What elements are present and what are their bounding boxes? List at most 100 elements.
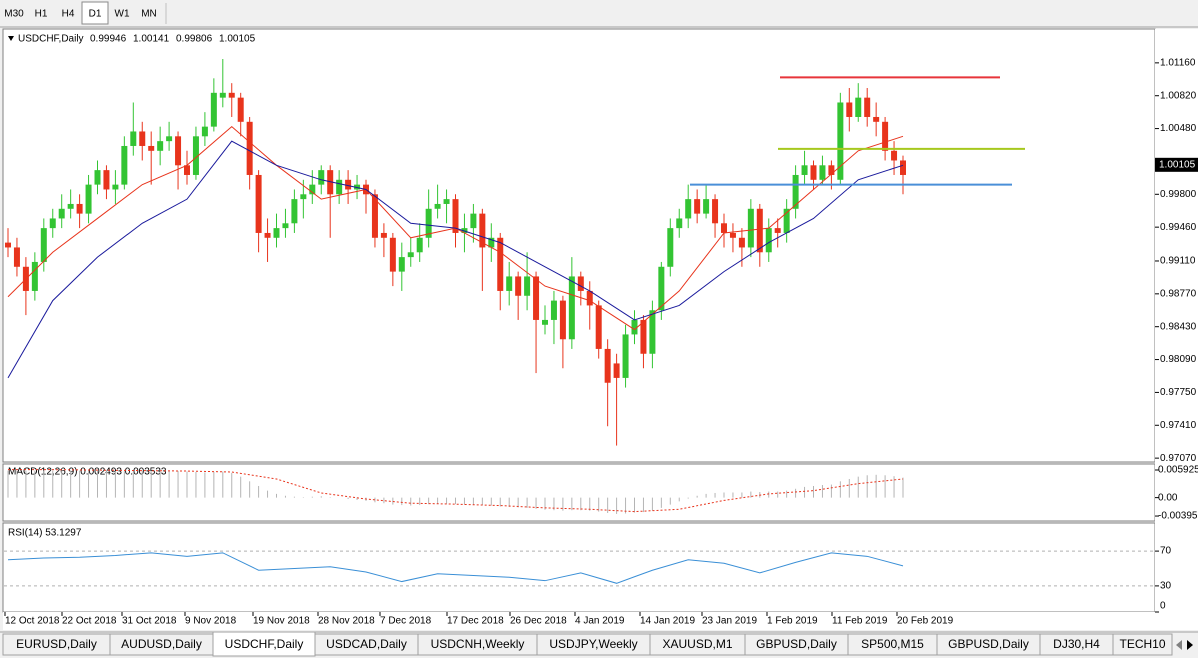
candle-body: [219, 92, 226, 98]
macd-tick-label: 0.005925: [1158, 465, 1198, 476]
timeframe-button[interactable]: [109, 2, 135, 24]
candle-body: [873, 116, 880, 122]
rsi-label: RSI(14) 53.1297: [8, 528, 82, 539]
date-label: 28 Nov 2018: [318, 616, 375, 627]
candle-body: [497, 237, 504, 291]
symbol-tab-label: EURUSD,Daily: [16, 637, 97, 651]
candle-body: [721, 223, 727, 233]
rsi-pane: [2, 522, 1156, 613]
candle-body: [389, 237, 396, 272]
candle-body: [416, 237, 423, 253]
date-label: 23 Jan 2019: [702, 616, 757, 627]
candle-body: [703, 199, 710, 214]
date-label: 7 Dec 2018: [380, 616, 432, 627]
timeframe-button[interactable]: [81, 1, 109, 25]
candle-body: [31, 261, 38, 291]
candle-body: [694, 199, 701, 214]
candle-body: [255, 174, 262, 233]
price-tick-label: 1.01160: [1160, 57, 1196, 68]
candle-body: [76, 203, 83, 214]
candle-body: [667, 228, 674, 267]
quote-value: 0.99806: [176, 34, 213, 45]
price-tick-label: 0.98090: [1160, 354, 1197, 365]
candle-body: [300, 194, 307, 200]
candle-body: [40, 228, 47, 262]
candle-body: [345, 179, 352, 190]
timeframe-button[interactable]: [136, 2, 162, 24]
candle-body: [67, 203, 74, 209]
candle-body: [282, 223, 289, 229]
candle-body: [184, 165, 190, 175]
rsi-tick-label: 0: [1160, 601, 1166, 612]
candle-body: [470, 213, 477, 229]
current-price-label: 1.00105: [1159, 159, 1196, 170]
collapse-arrow[interactable]: [8, 36, 14, 41]
candle-body: [515, 276, 522, 296]
rsi-tick-label: 70: [1160, 546, 1172, 557]
symbol-tab-label: USDCAD,Daily: [326, 637, 407, 651]
date-label: 31 Oct 2018: [122, 616, 177, 627]
candle-body: [121, 145, 128, 185]
price-tick-label: 0.99460: [1160, 222, 1197, 233]
price-tick-label: 0.99800: [1160, 189, 1197, 200]
candle-body: [148, 145, 155, 151]
date-label: 4 Jan 2019: [575, 616, 625, 627]
candle-body: [855, 97, 862, 117]
candle-body: [237, 97, 244, 122]
candle-body: [407, 252, 414, 258]
candle-body: [738, 237, 745, 248]
price-tick-label: 1.00820: [1160, 90, 1197, 101]
symbol-tab-label: GBPUSD,Daily: [948, 637, 1029, 651]
candle-body: [380, 232, 387, 238]
price-tick-label: 0.97750: [1160, 387, 1197, 398]
timeframe-button[interactable]: [28, 2, 54, 24]
candle-body: [559, 300, 566, 340]
candle-body: [103, 170, 110, 190]
symbol-tab[interactable]: [1112, 633, 1173, 656]
candle-body: [613, 363, 620, 378]
candle-body: [452, 199, 459, 233]
price-tick-label: 0.98430: [1160, 321, 1197, 332]
toolbar: [0, 0, 1198, 27]
candle-body: [479, 213, 486, 248]
timeframe-button[interactable]: [55, 2, 81, 24]
symbol-tab[interactable]: [212, 631, 316, 657]
symbol-tab-label: AUDUSD,Daily: [121, 637, 202, 651]
timeframe-label: W1: [115, 9, 130, 20]
symbol-tab-label: XAUUSD,M1: [662, 637, 732, 651]
quote-value: 1.00105: [219, 34, 256, 45]
candle-body: [801, 165, 808, 175]
current-price-box: [1155, 157, 1198, 172]
candle-body: [434, 203, 441, 209]
price-tick-label: 0.98770: [1160, 288, 1197, 299]
date-label: 17 Dec 2018: [447, 616, 504, 627]
quote-value: 0.99946: [90, 34, 127, 45]
candle-body: [658, 266, 665, 311]
macd-tick-label: 0.00: [1158, 492, 1178, 503]
price-pane: [2, 28, 1156, 463]
date-label: 12 Oct 2018: [5, 616, 60, 627]
tab-scroll-right[interactable]: [1187, 640, 1193, 650]
timeframe-button[interactable]: [1, 2, 27, 24]
time-axis: [3, 612, 1198, 630]
candle-body: [443, 199, 450, 204]
candle-body: [765, 228, 772, 253]
candle-body: [542, 319, 548, 325]
candle-body: [747, 208, 754, 248]
date-label: 11 Feb 2019: [832, 616, 888, 627]
date-label: 26 Dec 2018: [510, 616, 567, 627]
moving-average: [7, 140, 904, 379]
date-label: 1 Feb 2019: [767, 616, 818, 627]
candle-body: [13, 247, 20, 267]
candle-body: [649, 310, 656, 354]
candle-body: [201, 126, 208, 137]
candle-body: [900, 160, 906, 175]
price-tick-label: 0.97070: [1160, 453, 1197, 464]
tab-scroll-left[interactable]: [1176, 640, 1182, 650]
candle-body: [273, 228, 280, 238]
candle-body: [524, 276, 531, 296]
candle-body: [622, 334, 629, 378]
macd-signal: [8, 469, 904, 513]
